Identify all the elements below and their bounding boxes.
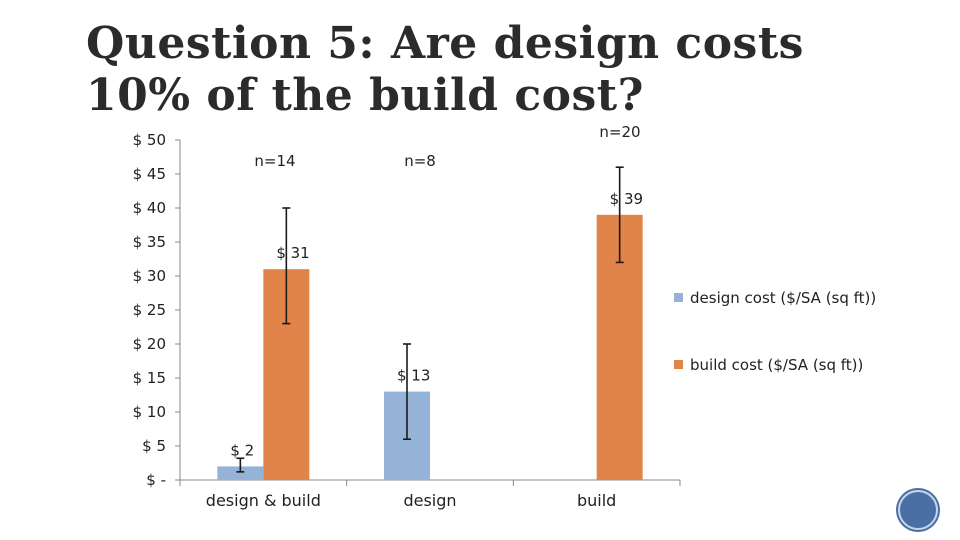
legend: design cost ($/SA (sq ft)) build cost ($/… <box>674 289 876 374</box>
legend-label: design cost ($/SA (sq ft)) <box>690 289 876 307</box>
y-tick-label: $ 25 <box>133 301 166 319</box>
y-tick-label: $ 50 <box>133 131 166 149</box>
data-label: $ 39 <box>610 190 643 208</box>
data-label: $ 13 <box>397 367 430 385</box>
data-labels: $ 2 $ 13 $ 31 $ 39 n=14 n=8 n=20 <box>230 123 643 459</box>
y-tick-label: $ 30 <box>133 267 166 285</box>
x-category-label: design <box>403 491 456 510</box>
x-axis: design & build design build <box>179 479 681 510</box>
y-tick-label: $ 20 <box>133 335 166 353</box>
sample-size-label: n=20 <box>599 123 640 141</box>
data-label: $ 31 <box>276 244 309 262</box>
y-tick-label: $ 15 <box>133 369 166 387</box>
bar <box>217 466 264 480</box>
y-axis: $ - $ 5 $ 10 $ 15 $ 20 $ 25 $ 30 $ 35 $ 40 $ 45 $ … <box>133 131 181 489</box>
y-tick-label: $ 45 <box>133 165 166 183</box>
y-tick-label: $ 35 <box>133 233 166 251</box>
slide-badge-icon <box>898 490 938 530</box>
legend-label: build cost ($/SA (sq ft)) <box>690 356 863 374</box>
data-label: $ 2 <box>230 441 254 459</box>
y-tick-label: $ 10 <box>133 403 166 421</box>
sample-size-label: n=14 <box>254 152 295 170</box>
x-category-label: build <box>577 491 616 510</box>
legend-swatch <box>674 360 683 369</box>
sample-size-label: n=8 <box>404 152 436 170</box>
legend-swatch <box>674 293 683 302</box>
y-tick-label: $ - <box>146 471 166 489</box>
y-tick-label: $ 40 <box>133 199 166 217</box>
error-bars <box>236 166 624 473</box>
x-category-label: design & build <box>206 491 321 510</box>
y-tick-label: $ 5 <box>142 437 166 455</box>
slide-title: Question 5: Are design costs 10% of the … <box>86 18 804 121</box>
